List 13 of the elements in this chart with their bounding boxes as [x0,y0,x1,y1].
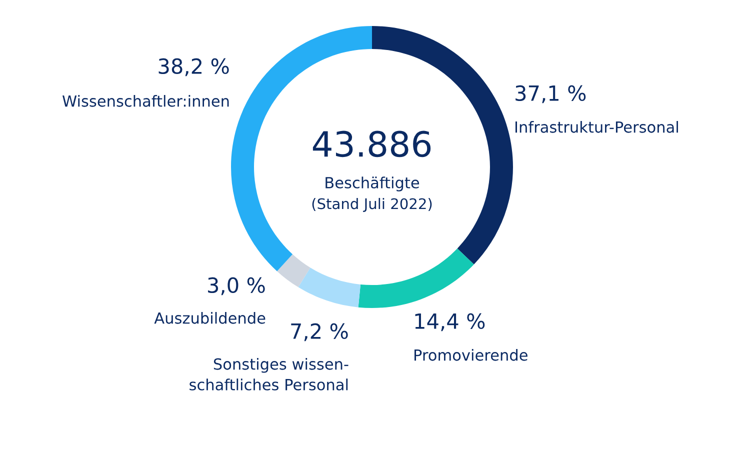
data-label: 38,2 % [158,58,229,76]
slice-label: Sonstiges wissen- schaftliches Personal [190,358,348,390]
data-label: 14,4 % [415,313,485,332]
slice-label: Wissenschaftler:innen [62,95,229,107]
slice-label: Infrastruktur-Personal [516,121,678,133]
slice-label: Promovierende [414,349,528,361]
text: (Stand Juli 2022) [312,198,432,212]
slice-label: Auszubildende [154,312,266,324]
text: 43.886 [312,130,431,158]
data-label: 3,0 % [208,277,265,296]
data-label: 7,2 % [291,323,348,342]
text: Beschäftigte [326,176,420,192]
data-label: 37,1 % [516,85,586,104]
